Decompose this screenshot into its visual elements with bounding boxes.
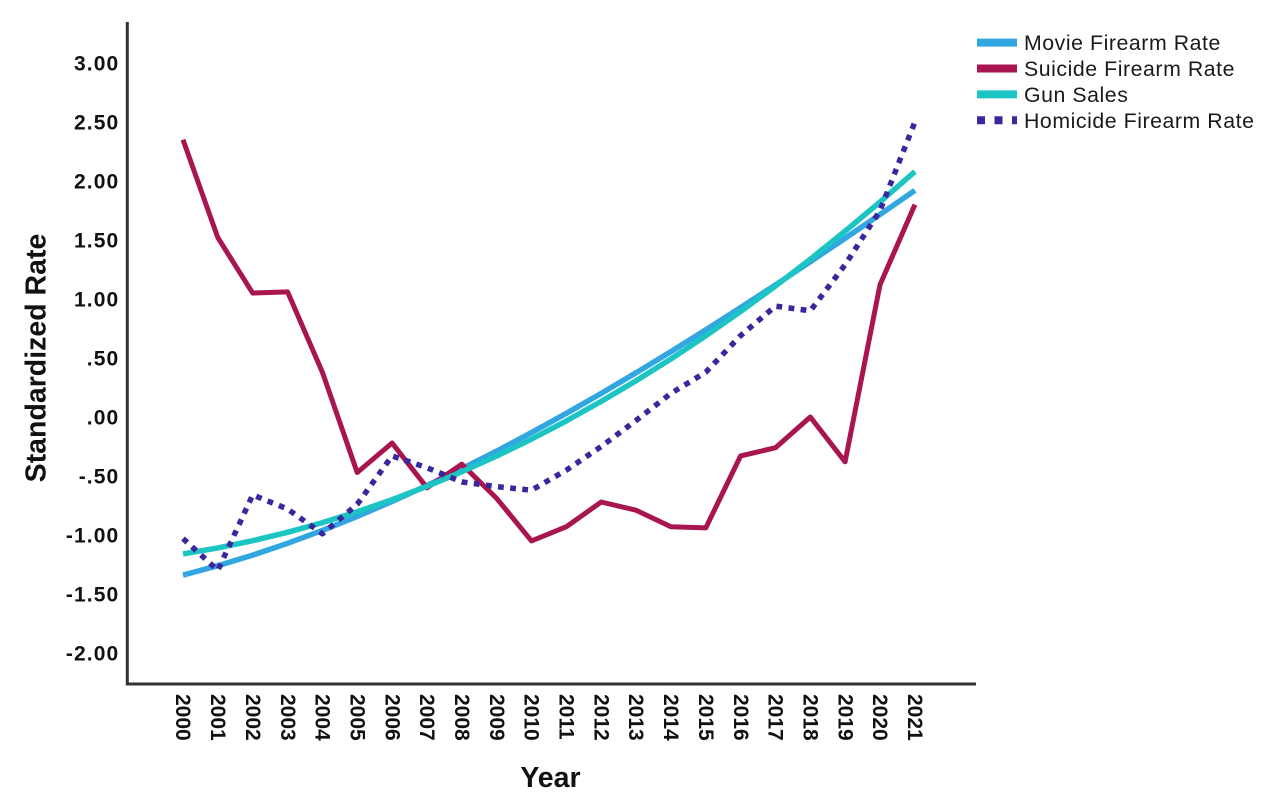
svg-text:2011: 2011 <box>555 694 578 740</box>
svg-text:2003: 2003 <box>276 694 299 741</box>
svg-text:2001: 2001 <box>206 694 229 741</box>
svg-text:2012: 2012 <box>589 694 612 741</box>
svg-text:-1.00: -1.00 <box>66 524 119 547</box>
svg-text:.50: .50 <box>87 347 120 370</box>
svg-text:Movie Firearm Rate: Movie Firearm Rate <box>1024 31 1221 55</box>
svg-text:-.50: -.50 <box>79 465 120 488</box>
svg-text:Gun Sales: Gun Sales <box>1024 83 1128 107</box>
svg-text:2008: 2008 <box>450 694 473 741</box>
svg-text:2.00: 2.00 <box>74 170 119 193</box>
svg-text:2010: 2010 <box>520 694 543 741</box>
svg-text:-2.00: -2.00 <box>66 642 119 665</box>
svg-text:Standardized Rate: Standardized Rate <box>21 234 53 483</box>
svg-text:1.00: 1.00 <box>74 288 119 311</box>
svg-text:2015: 2015 <box>694 694 717 741</box>
svg-text:1.50: 1.50 <box>74 229 119 252</box>
svg-text:2007: 2007 <box>415 694 438 741</box>
svg-text:Suicide Firearm Rate: Suicide Firearm Rate <box>1024 57 1235 81</box>
svg-text:-1.50: -1.50 <box>66 583 119 606</box>
svg-text:2005: 2005 <box>345 694 368 741</box>
svg-text:Homicide Firearm Rate: Homicide Firearm Rate <box>1024 109 1255 133</box>
svg-text:2016: 2016 <box>729 694 752 741</box>
svg-text:2000: 2000 <box>171 694 194 741</box>
svg-text:2021: 2021 <box>903 694 926 741</box>
svg-text:3.00: 3.00 <box>74 52 119 75</box>
svg-text:2019: 2019 <box>833 694 856 741</box>
svg-text:2004: 2004 <box>311 694 334 741</box>
svg-text:2002: 2002 <box>241 694 264 741</box>
svg-text:2009: 2009 <box>485 694 508 741</box>
svg-text:2013: 2013 <box>624 694 647 741</box>
svg-text:2.50: 2.50 <box>74 111 119 134</box>
svg-text:2006: 2006 <box>380 694 403 741</box>
svg-text:2017: 2017 <box>764 694 787 741</box>
svg-text:2014: 2014 <box>659 694 682 741</box>
svg-text:Year: Year <box>520 762 580 794</box>
svg-text:.00: .00 <box>87 406 120 429</box>
svg-text:2018: 2018 <box>799 694 822 741</box>
svg-text:2020: 2020 <box>868 694 891 741</box>
